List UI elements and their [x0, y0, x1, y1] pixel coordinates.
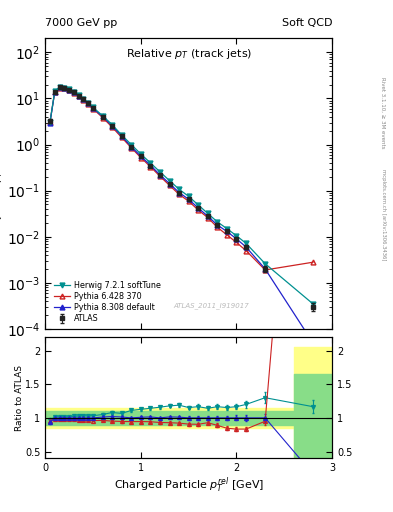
Pythia 8.308 default	[310, 340, 315, 346]
Herwig 7.2.1 softTune	[196, 202, 200, 208]
Pythia 8.308 default	[52, 89, 57, 95]
Herwig 7.2.1 softTune	[138, 151, 143, 157]
Text: 7000 GeV pp: 7000 GeV pp	[45, 18, 118, 28]
Line: Pythia 8.308 default: Pythia 8.308 default	[48, 85, 316, 345]
Pythia 6.428 370	[72, 90, 76, 96]
Pythia 8.308 default	[234, 236, 239, 242]
Pythia 6.428 370	[81, 97, 86, 103]
Pythia 8.308 default	[196, 205, 200, 211]
Pythia 8.308 default	[186, 196, 191, 202]
Pythia 6.428 370	[206, 215, 210, 221]
Herwig 7.2.1 softTune	[76, 92, 81, 98]
Pythia 6.428 370	[91, 105, 95, 112]
Pythia 6.428 370	[158, 173, 162, 179]
Pythia 6.428 370	[310, 259, 315, 265]
Pythia 6.428 370	[263, 267, 268, 273]
Herwig 7.2.1 softTune	[72, 89, 76, 95]
Text: Rivet 3.1.10, ≥ 3M events: Rivet 3.1.10, ≥ 3M events	[381, 77, 386, 148]
Herwig 7.2.1 softTune	[206, 210, 210, 217]
Pythia 6.428 370	[119, 135, 124, 141]
Pythia 6.428 370	[67, 87, 72, 93]
Pythia 6.428 370	[224, 232, 229, 238]
Pythia 6.428 370	[244, 247, 248, 253]
Pythia 8.308 default	[86, 100, 90, 106]
Pythia 8.308 default	[110, 123, 114, 129]
Herwig 7.2.1 softTune	[129, 141, 134, 147]
Pythia 6.428 370	[62, 85, 67, 91]
Herwig 7.2.1 softTune	[244, 240, 248, 246]
Pythia 8.308 default	[148, 162, 153, 168]
Pythia 6.428 370	[167, 182, 172, 188]
Herwig 7.2.1 softTune	[48, 119, 52, 125]
Herwig 7.2.1 softTune	[186, 194, 191, 200]
Herwig 7.2.1 softTune	[224, 225, 229, 231]
Pythia 6.428 370	[148, 164, 153, 170]
Pythia 8.308 default	[206, 213, 210, 219]
Y-axis label: (1/Njet)dN/dp$_T^{rel}$ [GeV$^{-1}$]: (1/Njet)dN/dp$_T^{rel}$ [GeV$^{-1}$]	[0, 129, 6, 238]
Pythia 6.428 370	[110, 124, 114, 130]
Pythia 8.308 default	[215, 222, 220, 228]
Line: Herwig 7.2.1 softTune: Herwig 7.2.1 softTune	[48, 84, 316, 306]
X-axis label: Charged Particle $p_T^{rel}$ [GeV]: Charged Particle $p_T^{rel}$ [GeV]	[114, 476, 264, 496]
Herwig 7.2.1 softTune	[62, 84, 67, 91]
Text: mcplots.cern.ch [arXiv:1306.3436]: mcplots.cern.ch [arXiv:1306.3436]	[381, 169, 386, 261]
Legend: Herwig 7.2.1 softTune, Pythia 6.428 370, Pythia 8.308 default, ATLAS: Herwig 7.2.1 softTune, Pythia 6.428 370,…	[52, 280, 162, 325]
Text: Relative $p_T$ (track jets): Relative $p_T$ (track jets)	[125, 47, 252, 61]
Herwig 7.2.1 softTune	[167, 178, 172, 184]
Herwig 7.2.1 softTune	[177, 186, 182, 193]
Herwig 7.2.1 softTune	[310, 301, 315, 307]
Herwig 7.2.1 softTune	[57, 84, 62, 90]
Line: Pythia 6.428 370: Pythia 6.428 370	[48, 85, 316, 272]
Herwig 7.2.1 softTune	[158, 169, 162, 175]
Pythia 6.428 370	[215, 224, 220, 230]
Pythia 6.428 370	[100, 115, 105, 121]
Pythia 6.428 370	[196, 207, 200, 213]
Pythia 6.428 370	[48, 119, 52, 125]
Herwig 7.2.1 softTune	[119, 132, 124, 138]
Herwig 7.2.1 softTune	[52, 88, 57, 94]
Pythia 8.308 default	[224, 228, 229, 234]
Herwig 7.2.1 softTune	[81, 96, 86, 102]
Pythia 8.308 default	[81, 96, 86, 102]
Pythia 6.428 370	[86, 101, 90, 107]
Herwig 7.2.1 softTune	[148, 160, 153, 166]
Herwig 7.2.1 softTune	[67, 86, 72, 92]
Herwig 7.2.1 softTune	[86, 100, 90, 106]
Pythia 8.308 default	[62, 84, 67, 91]
Pythia 8.308 default	[91, 105, 95, 111]
Pythia 8.308 default	[177, 189, 182, 196]
Herwig 7.2.1 softTune	[110, 121, 114, 127]
Pythia 8.308 default	[72, 89, 76, 95]
Y-axis label: Ratio to ATLAS: Ratio to ATLAS	[15, 365, 24, 431]
Text: Soft QCD: Soft QCD	[282, 18, 332, 28]
Herwig 7.2.1 softTune	[215, 219, 220, 225]
Herwig 7.2.1 softTune	[234, 232, 239, 239]
Pythia 8.308 default	[48, 119, 52, 125]
Pythia 8.308 default	[138, 153, 143, 159]
Herwig 7.2.1 softTune	[91, 104, 95, 111]
Pythia 6.428 370	[186, 198, 191, 204]
Pythia 8.308 default	[57, 84, 62, 90]
Pythia 6.428 370	[52, 89, 57, 95]
Pythia 8.308 default	[167, 181, 172, 187]
Pythia 6.428 370	[76, 93, 81, 99]
Pythia 8.308 default	[263, 266, 268, 272]
Herwig 7.2.1 softTune	[263, 261, 268, 267]
Herwig 7.2.1 softTune	[100, 113, 105, 119]
Pythia 6.428 370	[129, 145, 134, 151]
Text: ATLAS_2011_I919017: ATLAS_2011_I919017	[174, 302, 250, 309]
Pythia 8.308 default	[158, 172, 162, 178]
Pythia 8.308 default	[67, 87, 72, 93]
Pythia 8.308 default	[100, 114, 105, 120]
Pythia 6.428 370	[57, 84, 62, 91]
Pythia 8.308 default	[244, 244, 248, 250]
Pythia 8.308 default	[76, 93, 81, 99]
Pythia 6.428 370	[177, 191, 182, 198]
Pythia 8.308 default	[119, 133, 124, 139]
Pythia 6.428 370	[234, 240, 239, 246]
Pythia 8.308 default	[129, 143, 134, 150]
Pythia 6.428 370	[138, 155, 143, 161]
